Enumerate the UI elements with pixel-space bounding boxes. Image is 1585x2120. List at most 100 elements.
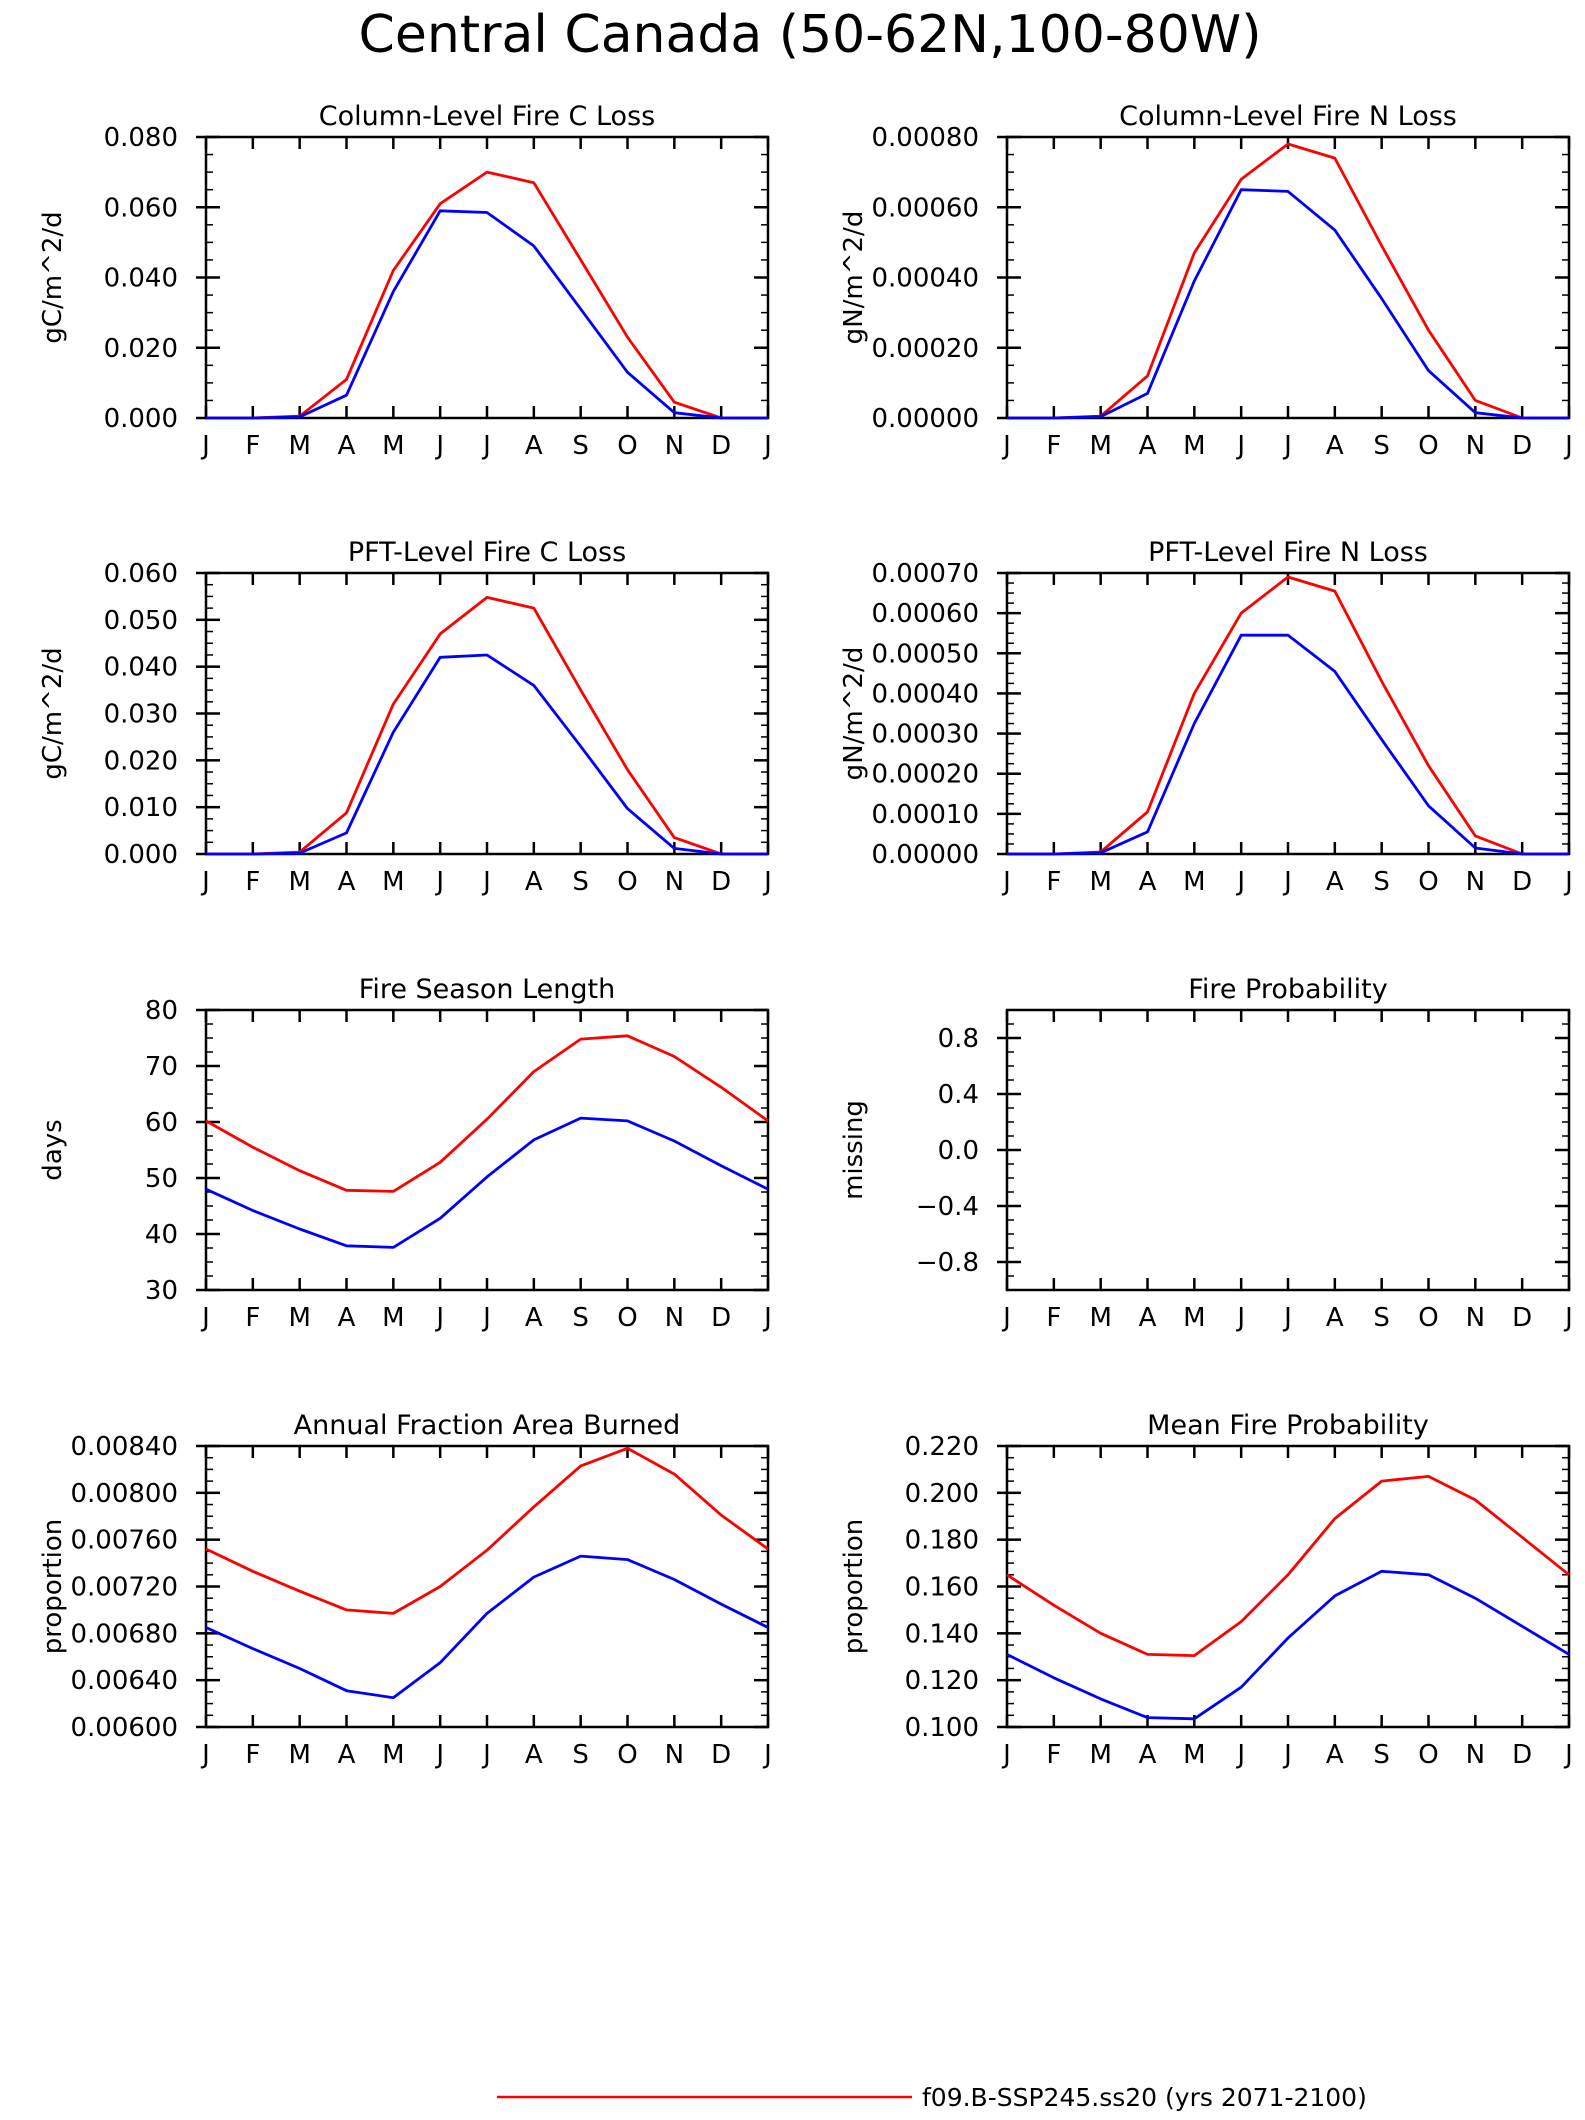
y-axis-label: gC/m^2/d (38, 647, 68, 779)
series-line-blue (205, 1554, 769, 1700)
x-tick-label: J (762, 1303, 772, 1333)
x-tick-label: O (617, 431, 637, 461)
x-tick-label: A (1139, 1740, 1157, 1770)
x-tick-label: J (1563, 1740, 1573, 1770)
x-tick-label: J (1235, 431, 1245, 461)
x-tick-label: D (1512, 1740, 1532, 1770)
x-tick-label: F (1046, 1740, 1061, 1770)
y-tick-label: 0.010 (104, 793, 178, 823)
x-tick-label: M (1089, 431, 1111, 461)
x-tick-label: J (1282, 1740, 1292, 1770)
x-tick-label: O (1418, 1303, 1438, 1333)
x-tick-label: J (762, 1740, 772, 1770)
x-tick-label: M (288, 1303, 310, 1333)
y-axis-label: gN/m^2/d (839, 211, 869, 345)
x-tick-label: F (1046, 1303, 1061, 1333)
y-tick-label: 0.220 (905, 1432, 979, 1462)
panel-title: Annual Fraction Area Burned (294, 1410, 681, 1441)
y-tick-label: 0.030 (104, 700, 178, 730)
legend: f09.B-SSP245.ss20 (yrs 2071-2100) (497, 2083, 1367, 2112)
y-tick-label: 0.00060 (871, 193, 979, 223)
x-tick-label: J (1001, 1740, 1011, 1770)
y-tick-label: 0.000 (104, 404, 178, 434)
y-tick-label: 0.040 (104, 653, 178, 683)
x-tick-label: M (288, 867, 310, 897)
x-tick-label: M (382, 1303, 404, 1333)
x-tick-label: O (617, 867, 637, 897)
x-tick-label: A (1139, 1303, 1157, 1333)
x-tick-label: S (572, 431, 589, 461)
x-tick-label: M (288, 431, 310, 461)
x-tick-label: F (1046, 867, 1061, 897)
x-tick-label: F (1046, 431, 1061, 461)
series-line-blue (1006, 1569, 1570, 1721)
x-tick-label: F (245, 1303, 260, 1333)
x-tick-label: N (1466, 1740, 1485, 1770)
series-line-red (1007, 142, 1569, 420)
y-tick-label: 30 (145, 1276, 178, 1306)
x-tick-label: M (1183, 431, 1205, 461)
panel-title: Fire Probability (1188, 974, 1388, 1005)
y-tick-label: 0.8 (938, 1024, 979, 1054)
x-tick-label: A (1326, 1303, 1344, 1333)
x-tick-label: J (434, 1303, 444, 1333)
x-tick-label: A (525, 1740, 543, 1770)
y-tick-label: 0.00020 (871, 334, 979, 364)
x-tick-label: M (1089, 1740, 1111, 1770)
series-line-red (1007, 575, 1569, 856)
x-tick-label: J (1001, 431, 1011, 461)
y-tick-label: 0.00760 (70, 1526, 178, 1556)
series-line-red (1006, 1475, 1570, 1657)
series-line-blue (1007, 188, 1569, 420)
x-tick-label: J (1563, 431, 1573, 461)
x-tick-label: O (1418, 1740, 1438, 1770)
x-tick-label: A (1326, 431, 1344, 461)
x-tick-label: J (1563, 1303, 1573, 1333)
x-tick-label: D (711, 1740, 731, 1770)
y-tick-label: 0.00640 (70, 1666, 178, 1696)
y-tick-label: 0.00600 (70, 1713, 178, 1743)
y-tick-label: 0.000 (104, 840, 178, 870)
x-tick-label: M (382, 431, 404, 461)
y-tick-label: 0.200 (905, 1479, 979, 1509)
y-tick-label: −0.8 (916, 1248, 979, 1278)
y-tick-label: 0.00800 (70, 1479, 178, 1509)
x-tick-label: N (1466, 431, 1485, 461)
x-tick-label: F (245, 431, 260, 461)
y-tick-label: 50 (145, 1164, 178, 1194)
x-tick-label: N (1466, 867, 1485, 897)
x-tick-label: D (711, 1303, 731, 1333)
y-tick-label: 0.00070 (871, 559, 979, 589)
x-tick-label: J (1235, 1303, 1245, 1333)
y-tick-label: 0.060 (104, 193, 178, 223)
x-tick-label: D (711, 867, 731, 897)
y-tick-label: 0.00680 (70, 1619, 178, 1649)
plot-frame (204, 135, 770, 420)
x-tick-label: N (665, 1740, 684, 1770)
y-axis-label: gC/m^2/d (38, 211, 68, 343)
x-tick-label: J (481, 1740, 491, 1770)
x-tick-label: J (481, 431, 491, 461)
y-tick-label: 80 (145, 996, 178, 1026)
plot-frame (204, 1008, 770, 1292)
y-tick-label: 0.160 (905, 1573, 979, 1603)
x-tick-label: J (762, 867, 772, 897)
x-tick-label: D (711, 431, 731, 461)
panel-title: Fire Season Length (359, 974, 615, 1005)
series-line-blue (206, 209, 768, 420)
y-tick-label: 0.080 (104, 123, 178, 153)
x-tick-label: S (1373, 1740, 1390, 1770)
y-tick-label: 0.020 (104, 334, 178, 364)
x-tick-label: A (1139, 431, 1157, 461)
y-tick-label: 0.060 (104, 559, 178, 589)
x-tick-label: J (1282, 867, 1292, 897)
x-tick-label: A (1139, 867, 1157, 897)
x-tick-label: S (1373, 867, 1390, 897)
x-tick-label: S (572, 1303, 589, 1333)
x-tick-label: A (338, 431, 356, 461)
figure-title: Central Canada (50-62N,100-80W) (359, 5, 1262, 65)
y-tick-label: 0.00000 (871, 404, 979, 434)
legend-label-run1: f09.B-SSP245.ss20 (yrs 2071-2100) (922, 2083, 1367, 2112)
